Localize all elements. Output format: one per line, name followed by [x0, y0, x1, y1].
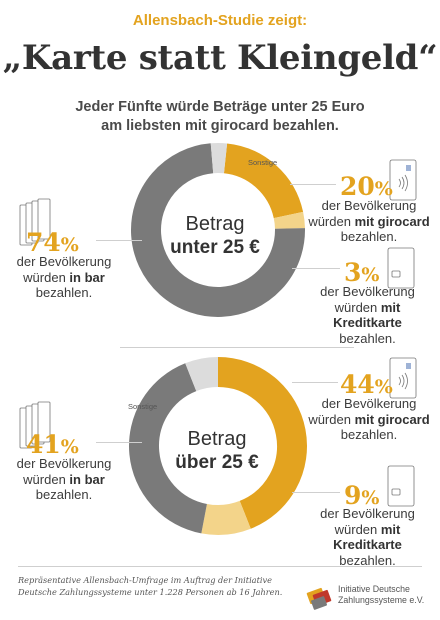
label-bar: der Bevölkerung würden in bar bezahlen.	[16, 456, 112, 502]
connector-line	[292, 268, 340, 269]
label-kreditkarte: der Bevölkerung würden mit Kreditkarte b…	[320, 506, 415, 568]
connector-line	[96, 442, 142, 443]
label-bar: der Bevölkerung würden in bar bezahlen.	[16, 254, 112, 300]
pct-kreditkarte: 9%	[344, 481, 380, 510]
banknotes-icon	[19, 401, 51, 449]
slice-kreditkarte	[273, 211, 305, 230]
pct-girocard: 44%	[340, 370, 393, 399]
chart2-center-line-2: über 25 €	[175, 452, 259, 473]
subline: Jeder Fünfte würde Beträge unter 25 Euro…	[30, 98, 410, 136]
label-girocard: der Bevölkerung würden mit girocard beza…	[308, 198, 430, 244]
slice-sonstige	[185, 357, 219, 392]
credit-card-icon	[387, 247, 415, 289]
slice-girocard	[223, 143, 304, 219]
label-girocard: der Bevölkerung würden mit girocard beza…	[308, 396, 430, 442]
girocard-contactless-icon	[389, 159, 417, 201]
donut-chart-2	[129, 357, 307, 535]
section-divider	[120, 347, 354, 348]
label-kreditkarte: der Bevölkerung würden mit Kreditkarte b…	[320, 284, 415, 346]
slice-girocard	[217, 357, 307, 529]
connector-line	[292, 492, 340, 493]
pct-bar: 74%	[26, 228, 79, 257]
chart1-center: Betrag unter 25 €	[160, 213, 270, 259]
logo-cards-icon	[306, 587, 332, 610]
banknotes-icon	[19, 198, 51, 246]
logo-text: Initiative Deutsche Zahlungssysteme e.V.	[338, 584, 425, 605]
connector-line	[290, 184, 336, 185]
connector-line	[96, 240, 142, 241]
pct-bar: 41%	[26, 430, 79, 459]
footnote: Repräsentative Allensbach-Umfrage im Auf…	[18, 575, 283, 597]
kicker: Allensbach-Studie zeigt:	[132, 12, 308, 29]
chart2-center: Betrag über 25 €	[162, 428, 272, 474]
subline-line-1: Jeder Fünfte würde Beträge unter 25 Euro	[75, 99, 365, 115]
footer-rule	[18, 566, 422, 567]
headline: „Karte statt Kleingeld“	[2, 38, 438, 78]
other-label: Sonstige	[248, 158, 278, 167]
donut-chart-1	[131, 143, 305, 317]
chart1-center-line-2: unter 25 €	[170, 237, 260, 258]
other-label: Sonstige	[128, 402, 158, 411]
pct-kreditkarte: 3%	[344, 258, 380, 287]
chart2-center-line-1: Betrag	[187, 428, 247, 450]
slice-kreditkarte	[201, 500, 251, 535]
girocard-contactless-icon	[389, 357, 417, 399]
connector-line	[292, 382, 338, 383]
subline-line-2: am liebsten mit girocard bezahlen.	[101, 118, 339, 134]
slice-bar	[129, 363, 208, 534]
chart1-center-line-1: Betrag	[185, 213, 245, 235]
slice-bar	[131, 143, 305, 317]
credit-card-icon	[387, 465, 415, 507]
pct-girocard: 20%	[340, 172, 393, 201]
